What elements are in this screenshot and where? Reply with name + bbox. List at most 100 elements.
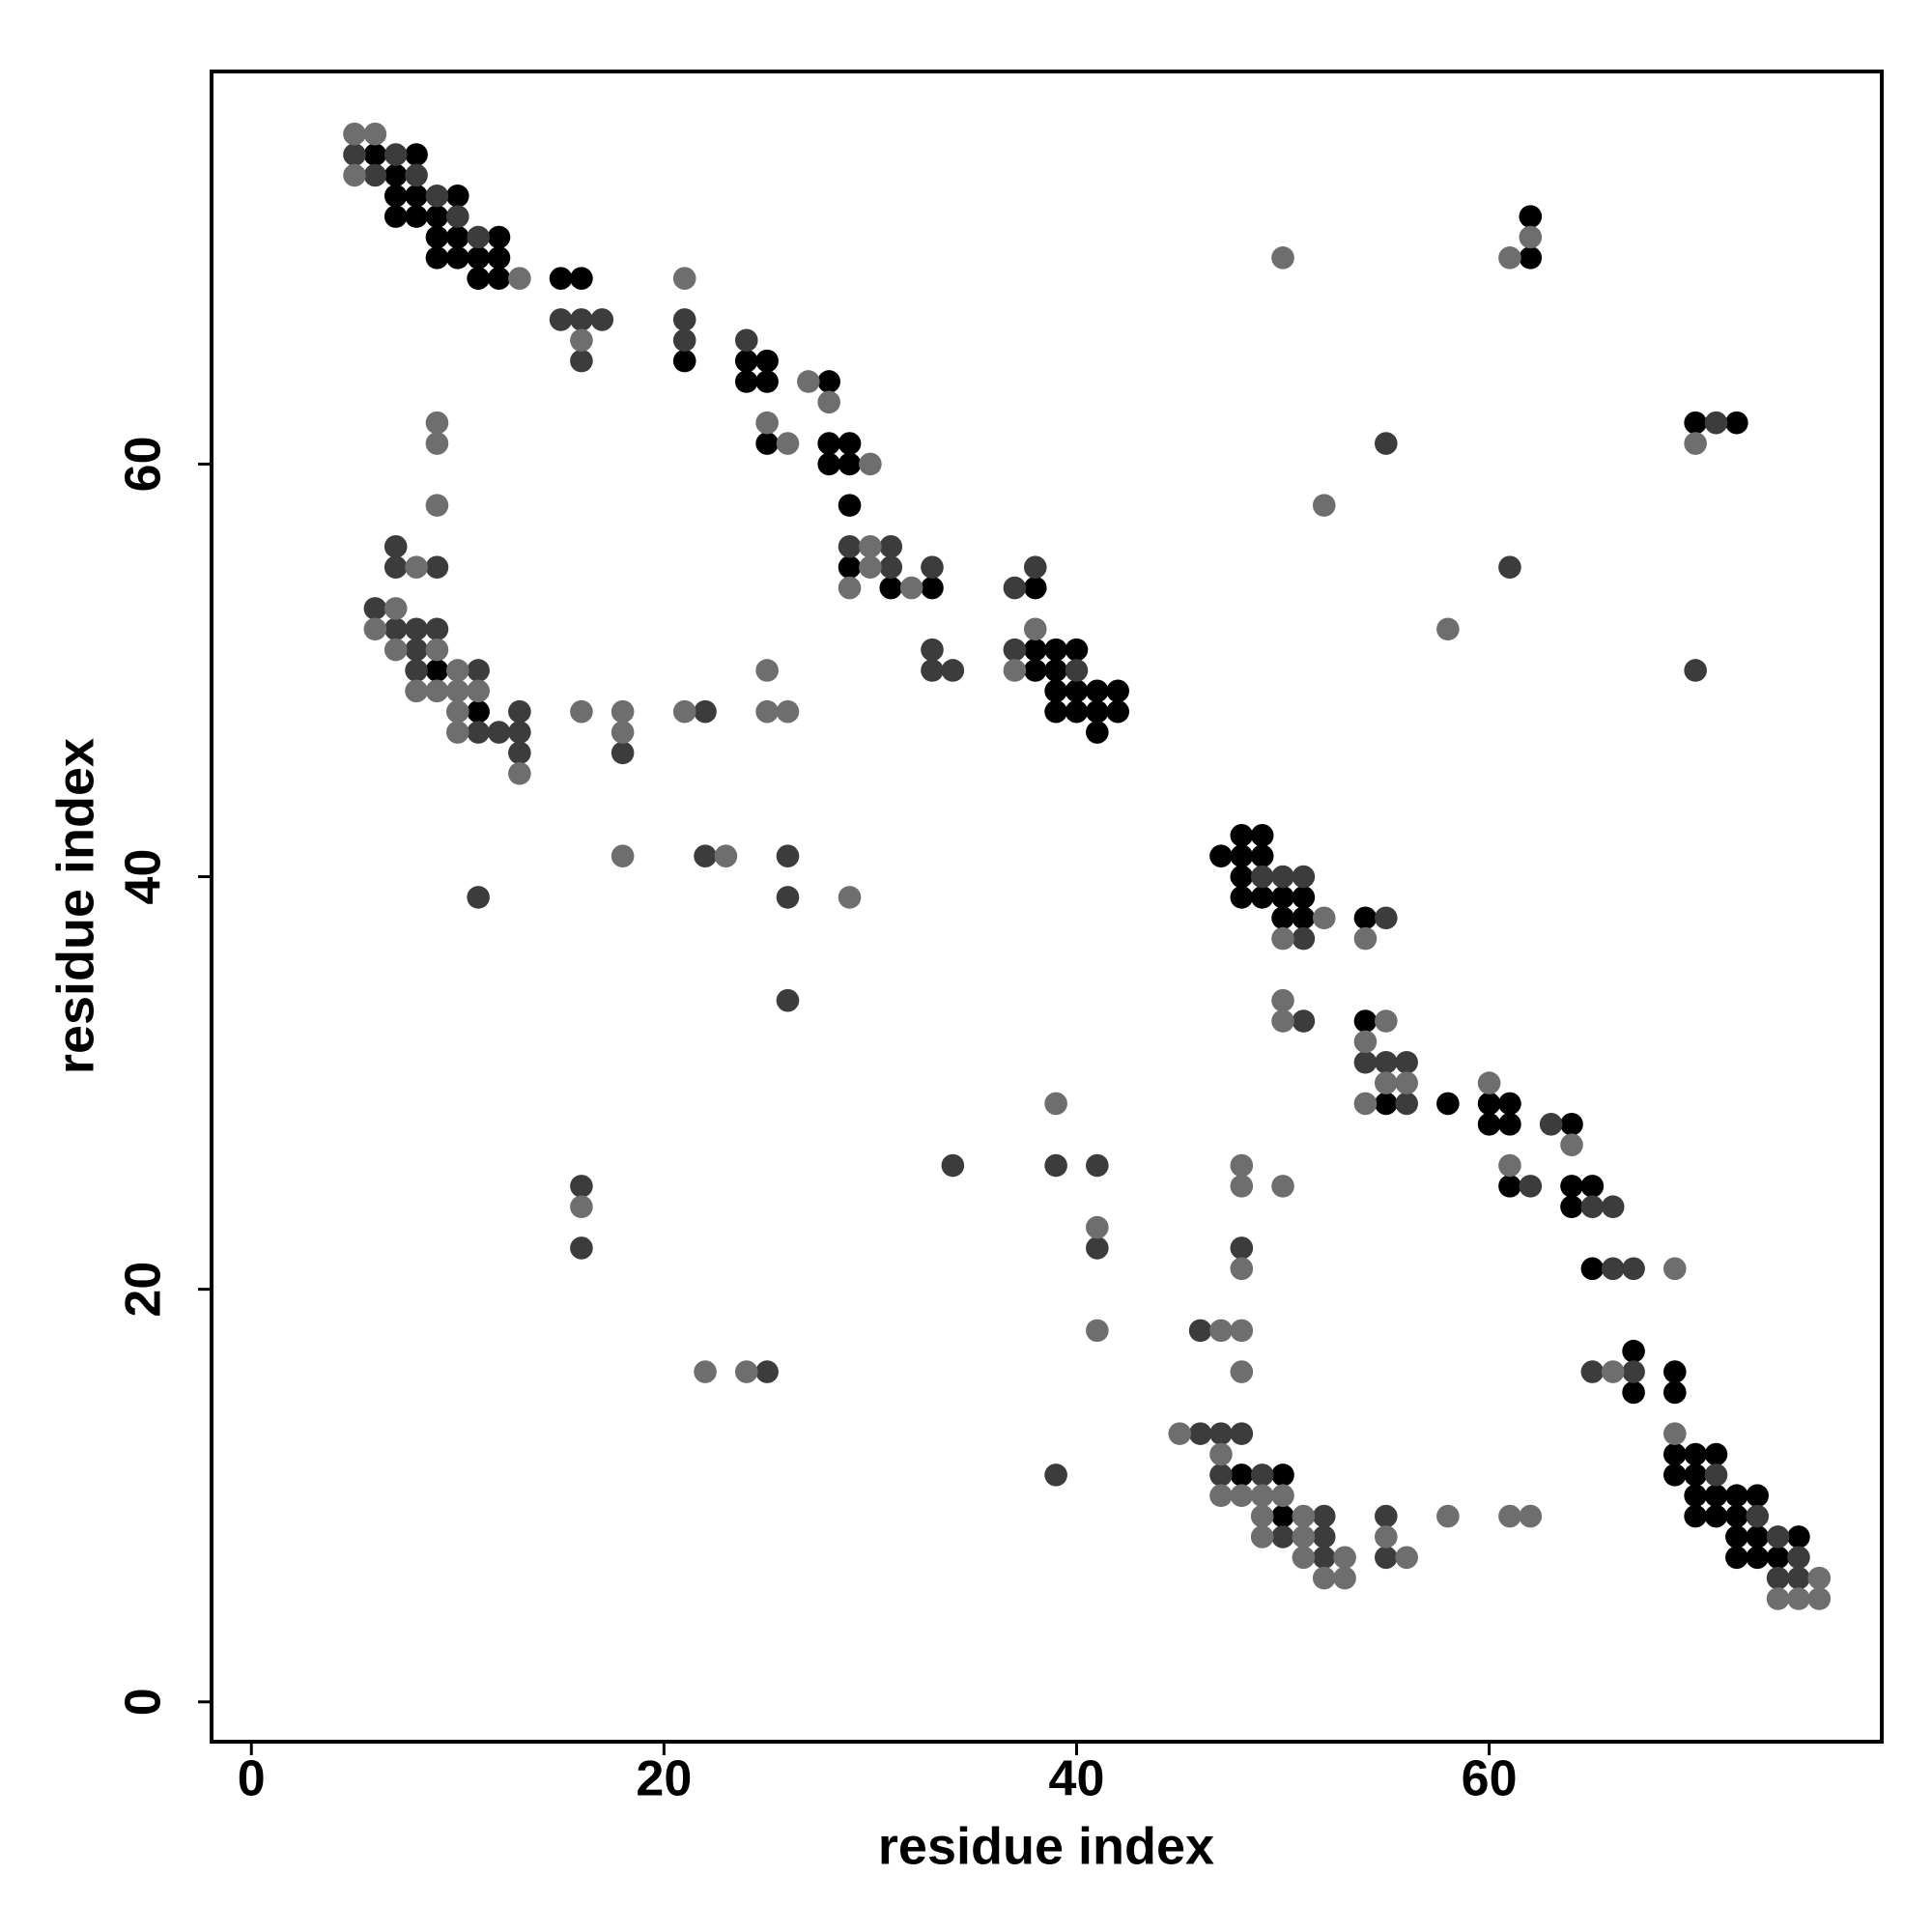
point <box>1086 679 1109 703</box>
point <box>1498 1153 1521 1178</box>
point <box>384 205 408 228</box>
point <box>1807 1587 1832 1610</box>
point <box>1271 1484 1294 1508</box>
point <box>1395 1092 1418 1116</box>
point <box>1188 1422 1212 1445</box>
point <box>1477 1113 1501 1136</box>
point <box>1003 638 1027 662</box>
point <box>570 1175 593 1198</box>
point <box>1230 1319 1254 1343</box>
point <box>384 597 408 620</box>
point <box>467 886 490 909</box>
point <box>343 163 366 187</box>
point <box>1106 679 1129 703</box>
point <box>1395 1071 1418 1094</box>
point <box>1353 926 1378 951</box>
point <box>1086 1236 1109 1260</box>
x-tick-label: 0 <box>238 1751 266 1807</box>
point <box>1230 1257 1254 1281</box>
point <box>1395 1546 1418 1570</box>
point <box>838 452 862 476</box>
point <box>694 844 717 867</box>
point <box>1498 246 1521 270</box>
point <box>1044 1092 1067 1116</box>
point <box>1704 411 1728 435</box>
point <box>879 535 903 558</box>
point <box>1044 638 1067 662</box>
point <box>1766 1587 1790 1610</box>
point <box>694 699 717 724</box>
point <box>1271 1463 1294 1487</box>
point <box>445 721 469 744</box>
point <box>1375 1525 1398 1548</box>
point <box>1787 1587 1810 1610</box>
point <box>1271 906 1294 930</box>
point <box>1436 1092 1460 1116</box>
point <box>363 143 387 166</box>
point <box>467 246 490 270</box>
point <box>384 143 408 166</box>
point <box>1787 1566 1810 1590</box>
point <box>1662 1257 1687 1281</box>
point <box>921 576 944 600</box>
point <box>487 225 511 249</box>
point <box>1312 1566 1336 1590</box>
point <box>838 555 862 579</box>
point <box>1395 1050 1418 1074</box>
point <box>384 638 408 662</box>
point <box>1704 1504 1728 1528</box>
point <box>1498 1504 1521 1528</box>
point <box>1292 1504 1316 1528</box>
point <box>755 659 779 682</box>
point <box>590 308 614 331</box>
point <box>1375 1092 1398 1116</box>
point <box>508 761 531 785</box>
point <box>549 267 573 291</box>
point <box>405 143 428 166</box>
point <box>425 205 449 228</box>
point <box>776 988 800 1012</box>
point <box>1292 865 1316 889</box>
point <box>1725 1546 1748 1570</box>
point <box>1519 225 1543 249</box>
point <box>1188 1319 1212 1343</box>
point <box>1044 1463 1067 1487</box>
point <box>1271 1009 1294 1033</box>
point <box>1539 1113 1563 1136</box>
point <box>1023 576 1047 600</box>
point <box>899 576 923 600</box>
point <box>487 267 511 291</box>
x-tick-label: 60 <box>1462 1751 1518 1807</box>
point <box>755 699 779 724</box>
point <box>941 659 965 682</box>
point <box>714 844 738 867</box>
point <box>1292 1525 1316 1548</box>
point <box>1766 1546 1790 1570</box>
point <box>1230 865 1254 889</box>
point <box>1601 1195 1625 1219</box>
point <box>859 555 882 579</box>
point <box>1312 906 1336 930</box>
point <box>1312 494 1336 517</box>
point <box>1209 1422 1233 1445</box>
point <box>1353 1009 1378 1033</box>
point <box>1519 1504 1543 1528</box>
point <box>1250 844 1274 867</box>
point <box>1353 1092 1378 1116</box>
point <box>1560 1113 1583 1136</box>
y-tick-label: 40 <box>116 849 172 905</box>
point <box>1333 1546 1356 1570</box>
point <box>467 225 490 249</box>
point <box>445 246 469 270</box>
point <box>425 411 449 435</box>
point <box>1746 1525 1770 1548</box>
point <box>776 844 800 867</box>
point <box>1766 1566 1790 1590</box>
y-tick-label: 0 <box>116 1688 172 1716</box>
point <box>508 721 531 744</box>
y-axis-label: residue index <box>46 738 104 1074</box>
point <box>1498 555 1521 579</box>
point <box>1725 1484 1748 1508</box>
point <box>1250 886 1274 909</box>
